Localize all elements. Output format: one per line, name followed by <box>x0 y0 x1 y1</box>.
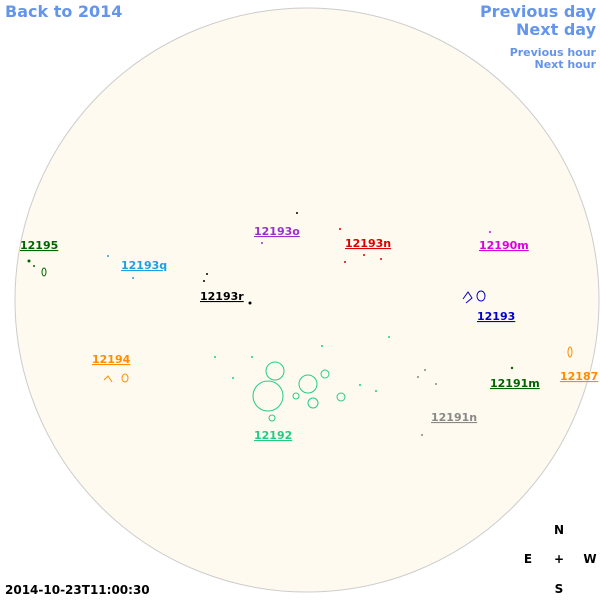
region-label[interactable]: 12193 <box>477 310 515 323</box>
region-contour <box>510 366 514 370</box>
contour-shape <box>252 380 284 412</box>
region-label[interactable]: 12191m <box>490 377 540 390</box>
compass-north: N <box>554 523 564 537</box>
contour-shape <box>489 231 491 233</box>
contour-shape <box>567 346 573 358</box>
next-day-link[interactable]: Next day <box>516 20 597 39</box>
contour-shape <box>417 376 419 378</box>
contour-shape <box>375 390 377 392</box>
contour-shape <box>214 356 216 358</box>
previous-hour-link[interactable]: Previous hour <box>510 46 597 59</box>
region-contour <box>417 369 437 436</box>
contour-shape <box>41 267 47 277</box>
region-contour <box>214 336 390 422</box>
region-label[interactable]: 12195 <box>20 239 58 252</box>
region-contour <box>103 373 129 383</box>
contour-shape <box>298 374 318 394</box>
contour-shape <box>344 261 346 263</box>
compass-east: E <box>524 552 532 566</box>
timestamp: 2014-10-23T11:00:30 <box>5 583 150 597</box>
contour-shape <box>339 228 341 230</box>
region-label[interactable]: 12194 <box>92 353 131 366</box>
contour-shape <box>265 361 285 381</box>
contour-shape <box>232 377 234 379</box>
contour-shape <box>121 373 129 383</box>
contour-shape <box>336 392 346 402</box>
contour-shape <box>268 414 276 422</box>
contour-shape <box>421 434 423 436</box>
region-label[interactable]: 12193r <box>200 290 244 303</box>
compass-west: W <box>583 552 596 566</box>
region-contour <box>489 231 491 233</box>
contour-shape <box>296 212 298 214</box>
region-label[interactable]: 12187 <box>560 370 598 383</box>
region-contour <box>339 228 382 263</box>
contour-shape <box>462 291 473 304</box>
contour-shape <box>476 290 486 302</box>
region-label[interactable]: 12192 <box>254 429 292 442</box>
solar-disk <box>14 7 600 593</box>
next-hour-link[interactable]: Next hour <box>535 58 597 71</box>
contour-shape <box>320 369 330 379</box>
region-contour <box>203 212 298 305</box>
contour-shape <box>206 273 208 275</box>
contour-shape <box>435 383 437 385</box>
region-label[interactable]: 12193o <box>254 225 300 238</box>
contour-shape <box>27 259 31 263</box>
region-label[interactable]: 12190m <box>479 239 529 252</box>
contour-shape <box>251 356 253 358</box>
contour-shape <box>33 265 35 267</box>
contour-shape <box>261 242 263 244</box>
region-contour <box>261 242 263 244</box>
region-label[interactable]: 12191n <box>431 411 477 424</box>
contour-shape <box>203 280 205 282</box>
contour-shape <box>103 375 113 383</box>
contour-shape <box>292 392 300 400</box>
back-link[interactable]: Back to 2014 <box>5 2 122 21</box>
contour-shape <box>248 301 252 305</box>
contour-shape <box>307 397 319 409</box>
contour-shape <box>107 255 109 257</box>
contour-shape <box>363 254 365 256</box>
region-contour <box>107 255 134 279</box>
previous-day-link[interactable]: Previous day <box>480 2 597 21</box>
region-label[interactable]: 12193q <box>121 259 167 272</box>
region-contour <box>462 290 486 304</box>
region-contour <box>567 346 573 358</box>
compass-south: S <box>555 582 564 596</box>
contour-shape <box>388 336 390 338</box>
region-contour <box>27 259 47 277</box>
contour-shape <box>424 369 426 371</box>
contour-shape <box>132 277 134 279</box>
contour-shape <box>321 345 323 347</box>
contour-shape <box>380 258 382 260</box>
contour-shape <box>359 384 361 386</box>
compass-center: + <box>554 552 564 566</box>
contour-shape <box>510 366 514 370</box>
region-label[interactable]: 12193n <box>345 237 391 250</box>
